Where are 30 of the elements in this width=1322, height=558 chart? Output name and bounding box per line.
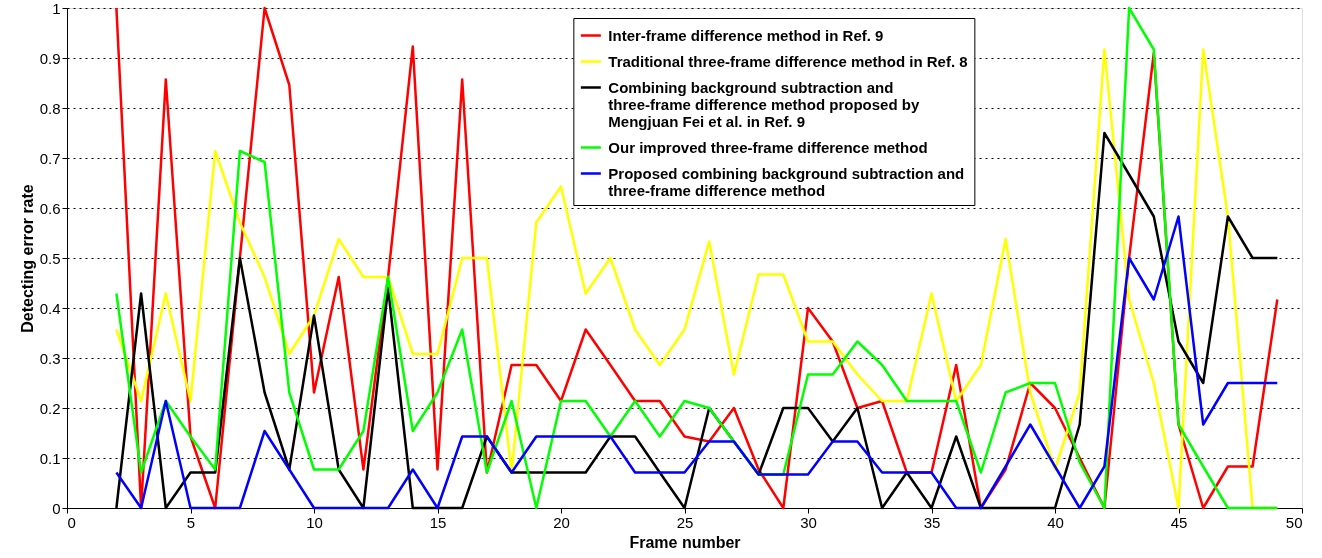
x-tick-label: 30 [800,513,817,531]
y-tick-label: 1 [52,0,61,17]
x-tick-label: 35 [923,513,941,531]
legend-label: Traditional three-frame difference method in Ref. 8 [608,52,968,70]
y-tick-label: 0.6 [39,199,61,217]
legend-label: Combining background subtraction and three-frame difference method proposed by Mengjuan Fei et al. in Ref. 9 [608,78,920,130]
x-tick-label: 15 [429,513,447,531]
legend-label: Our improved three-frame difference method [608,138,928,156]
legend-label: Inter-frame difference method in Ref. 9 [608,26,884,44]
y-tick-label: 0.1 [39,449,61,467]
x-tick-label: 45 [1170,513,1188,531]
x-axis-title: Frame number [629,533,741,551]
y-tick-label: 0.4 [39,299,61,317]
x-tick-label: 20 [553,513,570,531]
x-tick-label: 0 [67,513,76,531]
y-tick-label: 0.5 [39,249,61,267]
y-tick-label: 0.9 [39,49,61,67]
x-tick-label: 50 [1285,513,1303,531]
x-tick-label: 5 [186,513,196,531]
y-tick-label: 0 [52,499,61,517]
legend-label: Proposed combining background subtraction and three-frame difference method [608,164,965,199]
x-tick-label: 25 [676,513,694,531]
line-series [115,215,1279,510]
y-axis-title: Detecting error rate [18,184,36,333]
y-tick-label: 0.7 [39,149,61,167]
y-tick-label: 0.8 [39,99,61,117]
y-tick-label: 0.3 [39,349,61,367]
y-tick-label: 0.2 [39,399,61,417]
x-tick-label: 10 [306,513,323,531]
x-tick-label: 40 [1047,513,1064,531]
